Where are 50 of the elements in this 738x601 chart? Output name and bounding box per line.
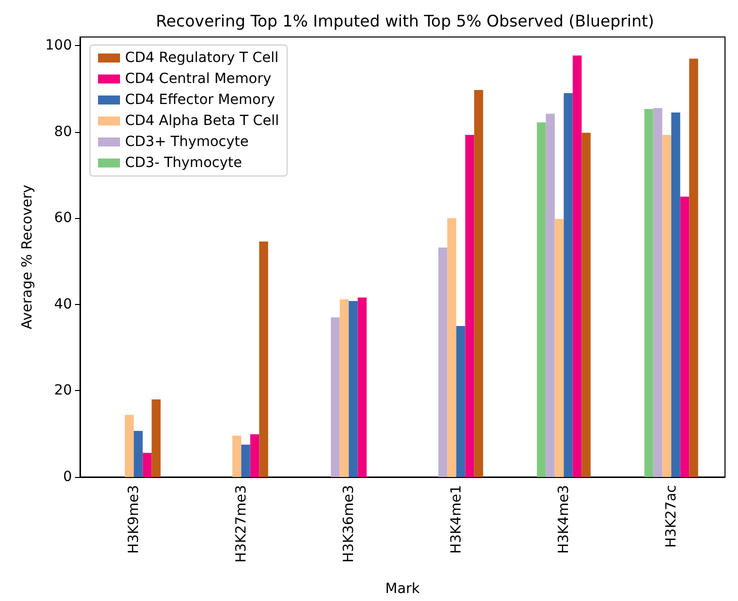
y-axis-title: Average % Recovery <box>19 184 36 330</box>
x-axis-title: Mark <box>385 581 421 597</box>
bar <box>680 196 690 477</box>
x-tick-label: H3K27ac <box>663 485 680 548</box>
bar <box>546 114 555 477</box>
bar <box>232 436 242 477</box>
bar <box>465 134 474 477</box>
x-tick-label: H3K9me3 <box>126 485 142 554</box>
chart-title: Recovering Top 1% Imputed with Top 5% Observed (Blueprint) <box>156 12 654 30</box>
bar <box>134 430 143 477</box>
x-tick-label: H3K36me3 <box>340 485 357 563</box>
legend-label: CD4 Effector Memory <box>125 92 275 108</box>
bar <box>582 132 591 477</box>
bar <box>438 248 448 477</box>
bar <box>644 109 654 477</box>
y-tick-label: 20 <box>54 382 72 399</box>
bar <box>142 452 152 477</box>
bar <box>662 134 672 477</box>
bar <box>348 301 358 477</box>
y-tick-label: 100 <box>45 38 72 54</box>
bar <box>241 444 250 477</box>
y-tick-label: 80 <box>54 124 72 140</box>
bar <box>536 122 546 477</box>
bar <box>653 108 662 477</box>
bar <box>671 112 680 477</box>
y-tick-label: 60 <box>54 210 72 226</box>
y-tick-label: 40 <box>54 296 72 312</box>
bar <box>689 58 698 477</box>
y-tick-label: 0 <box>63 469 72 485</box>
legend-label: CD4 Alpha Beta T Cell <box>125 113 280 129</box>
bar <box>152 399 161 477</box>
legend-label: CD3+ Thymocyte <box>125 134 249 150</box>
bar <box>564 93 573 477</box>
bar <box>456 326 466 477</box>
bar <box>340 299 349 477</box>
bar <box>447 218 456 477</box>
x-tick-label: H3K4me3 <box>556 485 572 554</box>
bar <box>474 90 484 477</box>
bar <box>554 219 564 477</box>
bar <box>330 317 340 477</box>
legend-label: CD4 Regulatory T Cell <box>125 50 279 66</box>
x-tick-label: H3K4me1 <box>448 485 464 554</box>
legend-label: CD3- Thymocyte <box>125 155 242 171</box>
bar <box>124 414 134 477</box>
bar <box>572 56 582 477</box>
bar <box>259 241 268 477</box>
bar <box>358 298 367 477</box>
legend-label: CD4 Central Memory <box>125 71 272 87</box>
bar <box>250 434 260 477</box>
x-tick-label: H3K27me3 <box>233 485 250 563</box>
